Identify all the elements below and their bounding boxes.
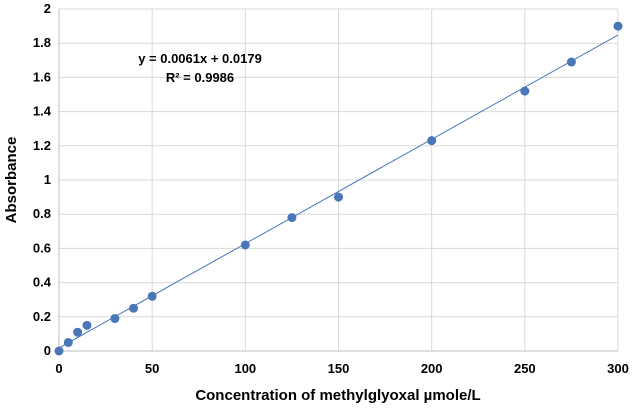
y-tick-label: 0 xyxy=(44,343,51,358)
y-axis-title: Absorbance xyxy=(3,137,20,224)
y-tick-label: 1.8 xyxy=(33,35,51,50)
y-tick-label: 1.4 xyxy=(33,104,52,119)
equation-label: y = 0.0061x + 0.0179 xyxy=(138,51,262,66)
x-tick-label: 50 xyxy=(145,361,159,376)
data-points xyxy=(54,21,623,356)
data-point xyxy=(54,346,64,356)
data-point xyxy=(240,240,250,250)
data-point xyxy=(110,314,120,324)
y-tick-label: 1.2 xyxy=(33,138,51,153)
x-tick-label: 200 xyxy=(421,361,443,376)
data-point xyxy=(129,303,139,313)
x-tick-labels: 0 50 100 150 200 250 300 xyxy=(55,361,628,376)
y-tick-labels: 0 0.2 0.4 0.6 0.8 1 1.2 1.4 1.6 1.8 2 xyxy=(33,1,52,358)
axes xyxy=(58,9,618,352)
y-tick-label: 0.4 xyxy=(33,275,52,290)
data-point xyxy=(520,86,530,96)
data-point xyxy=(613,21,623,31)
x-tick-label: 300 xyxy=(607,361,629,376)
data-point xyxy=(287,213,297,223)
data-point xyxy=(63,337,73,347)
y-tick-label: 0.2 xyxy=(33,309,51,324)
x-tick-label: 0 xyxy=(55,361,62,376)
x-axis-title: Concentration of methylglyoxal µmole/L xyxy=(195,387,480,404)
data-point xyxy=(73,327,83,337)
y-tick-label: 2 xyxy=(44,1,51,16)
data-point xyxy=(566,57,576,67)
data-point xyxy=(334,192,343,202)
y-tick-label: 1 xyxy=(44,172,51,187)
r-squared-label: R² = 0.9986 xyxy=(166,70,234,85)
y-tick-label: 0.8 xyxy=(33,206,51,221)
data-point xyxy=(427,136,437,146)
y-tick-label: 1.6 xyxy=(33,69,51,84)
y-tick-label: 0.6 xyxy=(33,240,51,255)
x-tick-label: 250 xyxy=(514,361,536,376)
x-tick-label: 150 xyxy=(328,361,350,376)
data-point xyxy=(147,291,157,301)
data-point xyxy=(82,320,92,330)
gridlines xyxy=(59,8,619,351)
x-tick-label: 100 xyxy=(234,361,256,376)
